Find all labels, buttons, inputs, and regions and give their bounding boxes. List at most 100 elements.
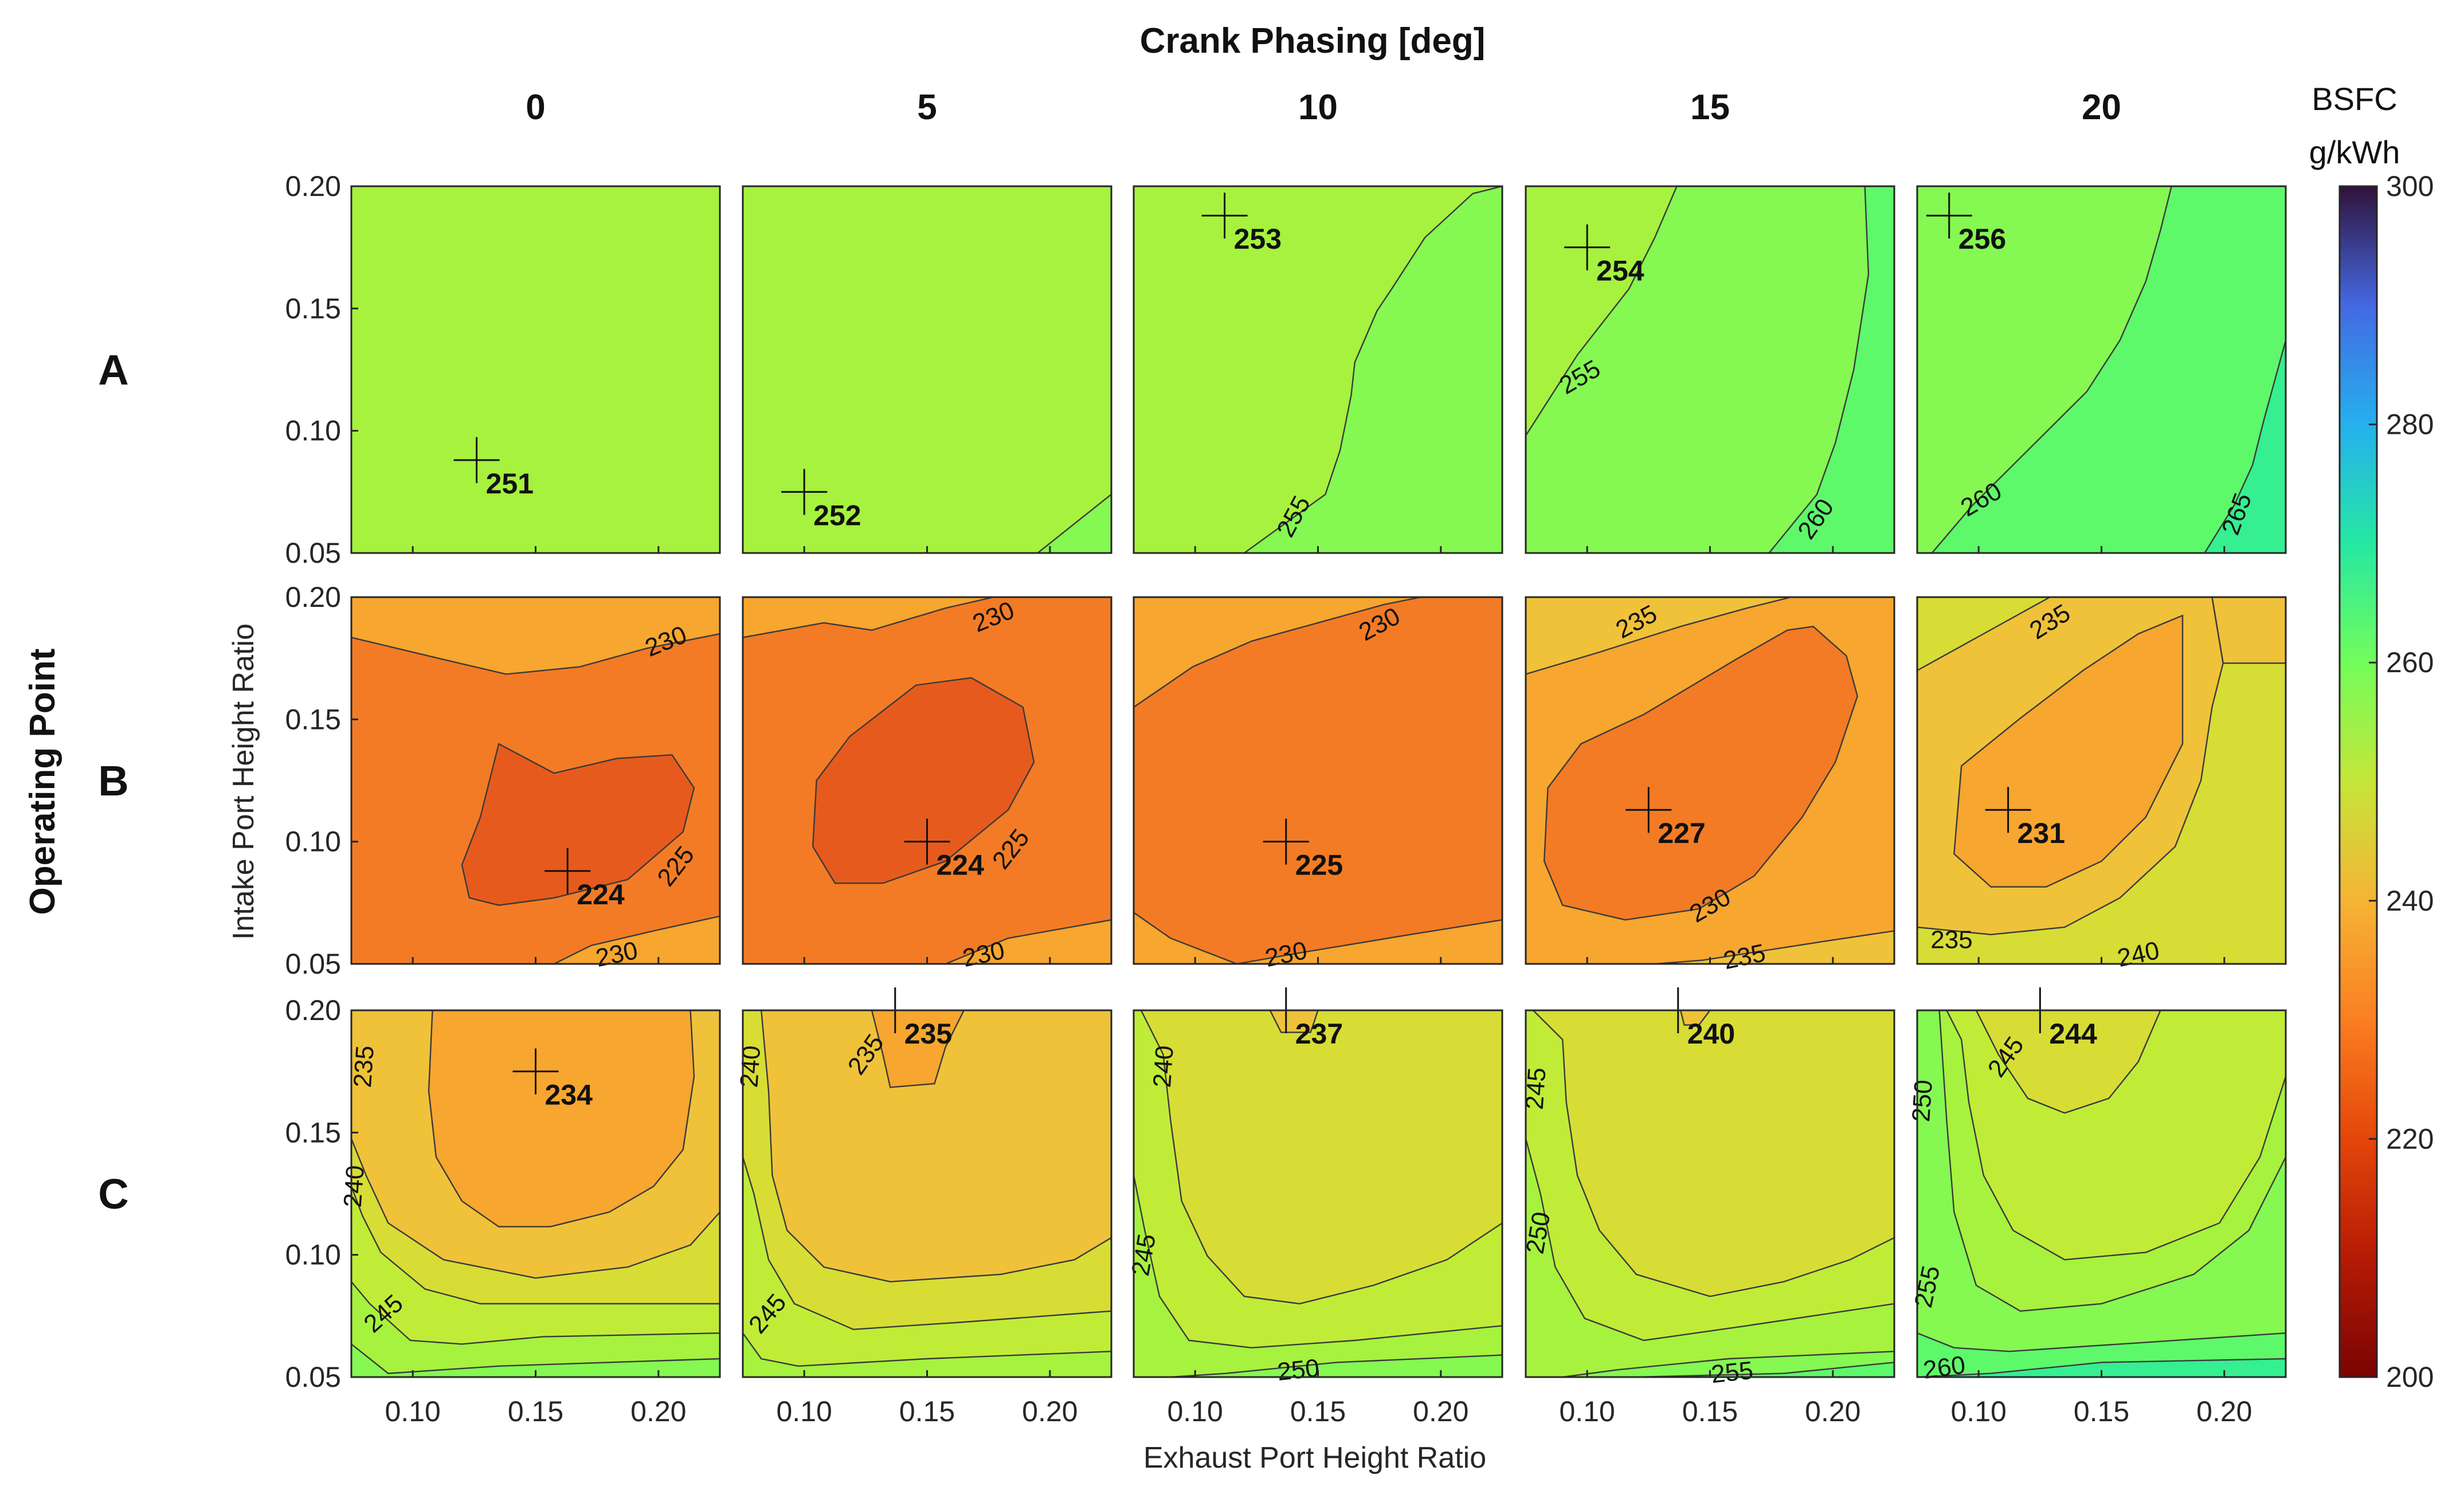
- minimum-label: 235: [904, 1018, 952, 1050]
- contour-fills: [1526, 1010, 1894, 1377]
- contour-fills: [351, 597, 720, 964]
- contour-fills: [1917, 597, 2286, 964]
- colorbar-tick-label: 280: [2386, 409, 2434, 441]
- contour-line: [743, 597, 1111, 964]
- minimum-label: 227: [1658, 817, 1705, 849]
- contour-line: [1134, 597, 1502, 964]
- y-tick-label: 0.15: [285, 292, 341, 324]
- contour-label: 235: [348, 1045, 379, 1089]
- y-tick-label: 0.20: [285, 581, 341, 613]
- y-tick-label: 0.05: [285, 948, 341, 980]
- y-tick-label: 0.10: [285, 826, 341, 858]
- contour-line: [1917, 1010, 2286, 1352]
- row-header-C: C: [98, 1170, 128, 1218]
- colorbar: BSFC g/kWh 200 220 240 260 280 300: [2309, 81, 2434, 1393]
- x-tick-label: 0.20: [1413, 1395, 1468, 1428]
- contour-label: 235: [1930, 926, 1972, 954]
- row-header-A: A: [98, 346, 128, 394]
- contour-line: [351, 1010, 720, 1345]
- x-tick-label: 0.10: [385, 1395, 441, 1428]
- contour-region: [1976, 1010, 2161, 1113]
- contour-region: [1141, 1010, 1502, 1304]
- contour-line: [1134, 1010, 1502, 1377]
- contour-line: [1532, 1010, 1894, 1297]
- contour-region: [743, 186, 1111, 553]
- colorbar-title-line1: BSFC: [2312, 81, 2397, 117]
- column-header-0: 0: [526, 88, 545, 127]
- y-tick-label: 0.15: [285, 703, 341, 735]
- contour-fills: [1917, 1010, 2286, 1377]
- contour-line: [1243, 186, 1502, 553]
- minimum-label: 252: [813, 499, 861, 531]
- minimum-label: 244: [2049, 1018, 2097, 1050]
- contour-label: 250: [1276, 1354, 1321, 1386]
- contour-line: [1526, 1010, 1894, 1342]
- contour-fills: [1134, 186, 1502, 553]
- contour-line: [1526, 1010, 1894, 1377]
- colorbar-tick-label: 240: [2386, 885, 2434, 917]
- y-tick-label: 0.05: [285, 537, 341, 569]
- minimum-label: 253: [1234, 223, 1282, 255]
- contour-region: [1680, 1010, 1710, 1025]
- x-tick-label: 0.15: [1682, 1395, 1738, 1428]
- contour-line: [743, 1010, 1111, 1367]
- x-tick-label: 0.10: [1560, 1395, 1615, 1428]
- panel-A-0: 251: [350, 185, 721, 554]
- contour-label: 250: [1907, 1079, 1938, 1123]
- column-header-15: 15: [1690, 88, 1730, 127]
- colorbar-tick-label: 220: [2386, 1123, 2434, 1155]
- y-tick-label: 0.20: [285, 994, 341, 1026]
- contour-region: [1134, 597, 1502, 964]
- contour-fills: [1134, 597, 1502, 964]
- contour-label: 260: [1921, 1351, 1967, 1385]
- contour-line: [1768, 186, 1894, 553]
- x-tick-label: 0.20: [630, 1395, 686, 1428]
- contour-label: 240: [1148, 1045, 1179, 1089]
- y-axis-title: Intake Port Height Ratio: [227, 623, 260, 940]
- minimum-label: 231: [2018, 817, 2065, 849]
- contour-line: [351, 1010, 720, 1305]
- contour-line: [1036, 493, 1111, 553]
- contour-line: [351, 1010, 720, 1279]
- minimum-label: 234: [545, 1079, 593, 1111]
- colorbar-gradient: [2338, 185, 2378, 1378]
- contour-line: [1526, 186, 1894, 553]
- x-tick-label: 0.15: [2074, 1395, 2129, 1428]
- column-header-10: 10: [1298, 88, 1338, 127]
- contour-line: [428, 1010, 695, 1228]
- minimum-label: 237: [1295, 1018, 1343, 1050]
- contour-line: [1946, 1010, 2286, 1261]
- x-axis-title: Exhaust Port Height Ratio: [1143, 1441, 1486, 1475]
- colorbar-tick-label: 200: [2386, 1361, 2434, 1393]
- contour-region: [1954, 615, 2183, 887]
- x-tick-label: 0.20: [1022, 1395, 1078, 1428]
- contour-region: [461, 744, 694, 905]
- contour-fills: [743, 1010, 1111, 1377]
- contour-line: [812, 677, 1035, 884]
- contour-line: [351, 633, 720, 964]
- x-tick-label: 0.10: [777, 1395, 832, 1428]
- x-tick-label: 0.15: [1290, 1395, 1346, 1428]
- panel-A-5: 252: [742, 185, 1112, 554]
- contour-line: [1134, 1010, 1502, 1349]
- y-tick-label: 0.10: [285, 415, 341, 447]
- contour-line: [2211, 597, 2286, 664]
- x-tick-label: 0.15: [508, 1395, 563, 1428]
- colorbar-tick-label: 300: [2386, 170, 2434, 202]
- minimum-label: 256: [1958, 223, 2006, 255]
- contour-region: [351, 186, 720, 553]
- row-headers: A B C: [98, 346, 128, 1218]
- contour-line: [760, 1010, 1111, 1283]
- contour-region: [1270, 1010, 1318, 1033]
- contour-label: 240: [339, 1164, 370, 1209]
- contour-line: [1526, 597, 1894, 964]
- contour-region: [1544, 626, 1858, 920]
